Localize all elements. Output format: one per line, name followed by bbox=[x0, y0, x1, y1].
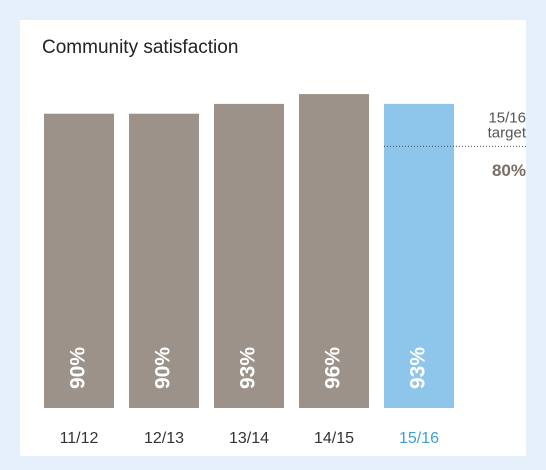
bar bbox=[214, 103, 284, 408]
chart-title: Community satisfaction bbox=[42, 37, 238, 58]
value-label: 90% bbox=[152, 347, 175, 389]
x-tick-label: 13/14 bbox=[229, 430, 269, 447]
x-tick-label: 12/13 bbox=[144, 430, 184, 447]
x-tick-label: 14/15 bbox=[314, 430, 354, 447]
bar bbox=[299, 94, 369, 408]
target-label: target bbox=[488, 124, 527, 141]
x-tick-label: 11/12 bbox=[60, 430, 99, 447]
x-tick-label: 15/16 bbox=[399, 430, 439, 447]
value-label: 93% bbox=[407, 347, 430, 389]
value-label: 90% bbox=[67, 347, 90, 389]
target-label: 15/16 bbox=[488, 109, 526, 126]
target-value-label: 80% bbox=[492, 161, 526, 180]
bar bbox=[384, 103, 454, 408]
bar bbox=[129, 113, 199, 408]
value-label: 93% bbox=[237, 347, 260, 389]
value-label: 96% bbox=[322, 347, 345, 389]
bar bbox=[44, 113, 114, 408]
